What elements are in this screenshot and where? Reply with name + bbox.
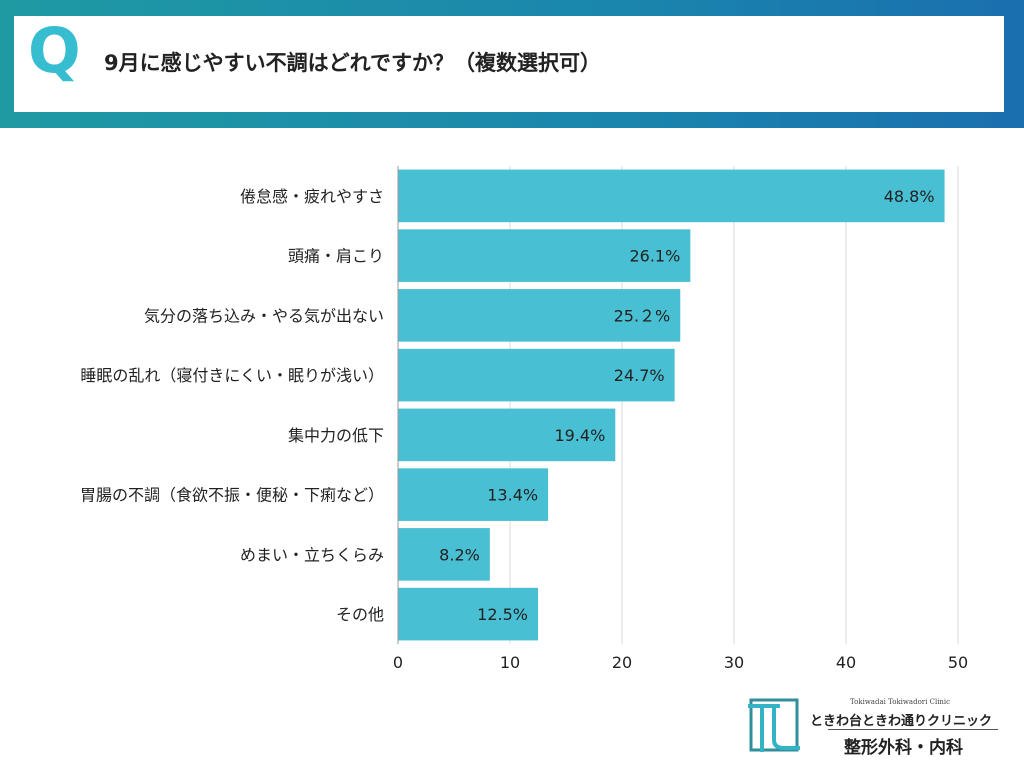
bar: [398, 229, 691, 282]
data-label: 12.5%: [477, 605, 528, 624]
bar: [398, 528, 490, 581]
data-label: 13.4%: [487, 486, 538, 505]
category-label: 倦怠感・疲れやすさ: [240, 187, 384, 206]
clinic-logo-mark-icon: [748, 698, 800, 752]
data-label: 8.2%: [439, 545, 480, 564]
x-tick-label: 20: [612, 653, 632, 672]
logo-divider: [828, 729, 998, 730]
category-label: 胃腸の不調（食欲不振・便秘・下痢など）: [80, 486, 384, 505]
header-panel: [14, 16, 1004, 112]
bar: [398, 289, 681, 342]
clinic-logo-subtitle: Tokiwadai Tokiwadori Clinic: [850, 698, 951, 706]
bar: [398, 587, 538, 641]
category-label: 集中力の低下: [288, 426, 384, 445]
bar: [398, 468, 549, 521]
data-label: 25.２%: [614, 306, 671, 325]
data-label: 26.1%: [629, 247, 680, 266]
category-label: 気分の落ち込み・やる気が出ない: [144, 306, 384, 325]
data-label: 48.8%: [884, 187, 935, 206]
category-label: その他: [336, 605, 384, 624]
clinic-logo: Tokiwadai Tokiwadori Clinic ときわ台ときわ通りクリニ…: [748, 694, 1012, 758]
clinic-departments: 整形外科・内科: [844, 738, 963, 758]
bar: [398, 348, 675, 402]
header-banner: [0, 0, 1024, 128]
category-label: めまい・立ちくらみ: [240, 545, 384, 564]
bar: [398, 408, 616, 462]
data-label: 19.4%: [554, 426, 605, 445]
bar-chart: 48.8% 倦怠感・疲れやすさ 26.1% 頭痛・肩こり 25.２% 気分の落ち込み・やる…: [80, 166, 968, 672]
question-title: 9月に感じやすい不調はどれですか？（複数選択可）: [104, 51, 601, 75]
category-label: 頭痛・肩こり: [288, 247, 384, 266]
x-tick-label: 10: [500, 653, 520, 672]
data-label: 24.7%: [614, 366, 665, 385]
x-tick-label: 30: [724, 653, 744, 672]
x-tick-label: 50: [948, 653, 968, 672]
bar: [398, 169, 945, 223]
x-tick-label: 40: [836, 653, 856, 672]
category-label: 睡眠の乱れ（寝付きにくい・眠りが浅い）: [80, 366, 384, 385]
clinic-name: ときわ台ときわ通りクリニック: [810, 714, 993, 729]
x-tick-label: 0: [393, 653, 403, 672]
q-mark: Q: [28, 14, 81, 87]
